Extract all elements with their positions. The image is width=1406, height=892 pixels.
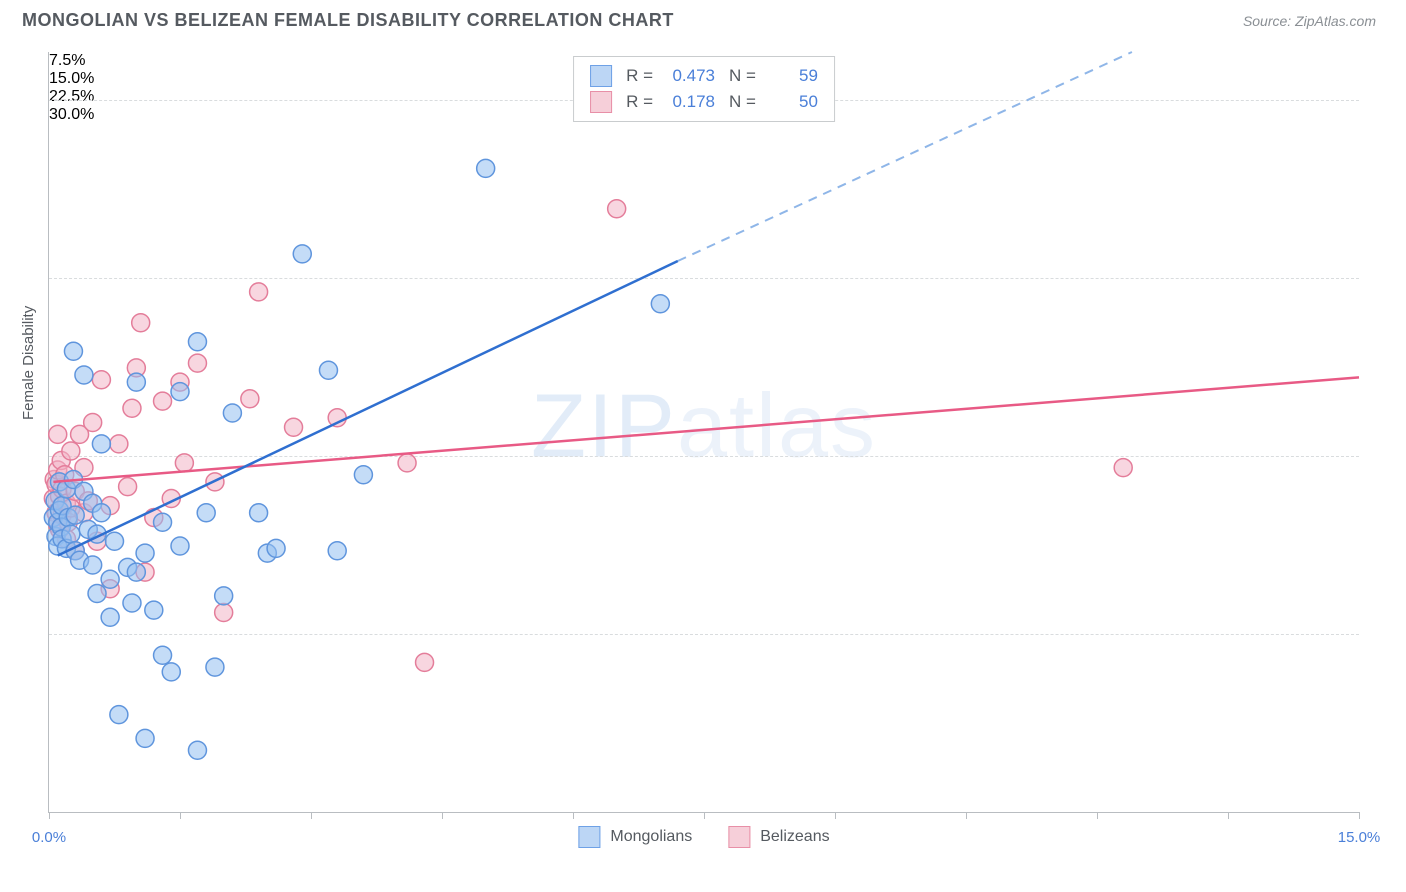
data-point [651, 295, 669, 313]
regression-line [58, 261, 678, 556]
data-point [188, 741, 206, 759]
data-point [127, 563, 145, 581]
stats-row-mongolians: R = 0.473 N = 59 [590, 63, 818, 89]
data-point [101, 608, 119, 626]
x-tick [1097, 812, 1098, 819]
data-point [62, 525, 80, 543]
legend-label-mongolians: Mongolians [610, 828, 692, 846]
data-point [110, 435, 128, 453]
x-tick [835, 812, 836, 819]
data-point [136, 729, 154, 747]
data-point [477, 159, 495, 177]
data-point [215, 587, 233, 605]
y-axis-label: Female Disability [20, 306, 37, 420]
data-point [171, 537, 189, 555]
chart-plot-area: ZIPatlas 7.5%15.0%22.5%30.0% R = 0.473 N… [48, 52, 1359, 813]
data-point [110, 706, 128, 724]
data-point [285, 418, 303, 436]
data-point [206, 658, 224, 676]
swatch-mongolians [590, 65, 612, 87]
n-value-mongolians: 59 [770, 66, 818, 86]
legend-item-mongolians: Mongolians [578, 826, 692, 848]
stats-row-belizeans: R = 0.178 N = 50 [590, 89, 818, 115]
data-point [398, 454, 416, 472]
n-label: N = [729, 92, 756, 112]
data-point [84, 556, 102, 574]
r-value-mongolians: 0.473 [667, 66, 715, 86]
chart-title: MONGOLIAN VS BELIZEAN FEMALE DISABILITY … [22, 10, 674, 31]
data-point [223, 404, 241, 422]
n-label: N = [729, 66, 756, 86]
data-point [154, 513, 172, 531]
data-point [123, 594, 141, 612]
data-point [92, 504, 110, 522]
data-point [136, 544, 154, 562]
data-point [188, 354, 206, 372]
data-point [132, 314, 150, 332]
x-axis-max-label: 15.0% [1338, 829, 1381, 846]
data-point [241, 390, 259, 408]
x-tick [1359, 812, 1360, 819]
data-point [101, 570, 119, 588]
data-point [250, 504, 268, 522]
r-label: R = [626, 66, 653, 86]
legend-item-belizeans: Belizeans [728, 826, 829, 848]
data-point [608, 200, 626, 218]
x-tick [442, 812, 443, 819]
data-point [354, 466, 372, 484]
data-point [197, 504, 215, 522]
data-point [154, 646, 172, 664]
data-point [416, 653, 434, 671]
legend-swatch-belizeans [728, 826, 750, 848]
data-point [171, 383, 189, 401]
legend-swatch-mongolians [578, 826, 600, 848]
data-point [62, 442, 80, 460]
legend-label-belizeans: Belizeans [760, 828, 829, 846]
swatch-belizeans [590, 91, 612, 113]
r-value-belizeans: 0.178 [667, 92, 715, 112]
x-tick [573, 812, 574, 819]
data-point [66, 506, 84, 524]
data-point [75, 366, 93, 384]
x-axis-min-label: 0.0% [32, 829, 66, 846]
x-tick [966, 812, 967, 819]
x-tick [311, 812, 312, 819]
x-tick [49, 812, 50, 819]
data-point [92, 435, 110, 453]
r-label: R = [626, 92, 653, 112]
data-point [145, 601, 163, 619]
data-point [119, 478, 137, 496]
data-point [92, 371, 110, 389]
correlation-stats-box: R = 0.473 N = 59 R = 0.178 N = 50 [573, 56, 835, 122]
data-point [84, 414, 102, 432]
series-legend: Mongolians Belizeans [578, 826, 829, 848]
data-point [123, 399, 141, 417]
data-point [127, 373, 145, 391]
data-point [1114, 459, 1132, 477]
data-point [162, 663, 180, 681]
x-tick [704, 812, 705, 819]
data-point [215, 604, 233, 622]
data-point [64, 342, 82, 360]
data-point [175, 454, 193, 472]
data-point [250, 283, 268, 301]
data-point [154, 392, 172, 410]
data-point [319, 361, 337, 379]
x-tick [1228, 812, 1229, 819]
data-point [328, 542, 346, 560]
data-point [267, 539, 285, 557]
data-point [293, 245, 311, 263]
data-point [88, 585, 106, 603]
data-point [188, 333, 206, 351]
data-point [49, 425, 67, 443]
x-tick [180, 812, 181, 819]
scatter-plot [49, 52, 1359, 812]
data-point [106, 532, 124, 550]
n-value-belizeans: 50 [770, 92, 818, 112]
chart-source: Source: ZipAtlas.com [1243, 13, 1376, 29]
